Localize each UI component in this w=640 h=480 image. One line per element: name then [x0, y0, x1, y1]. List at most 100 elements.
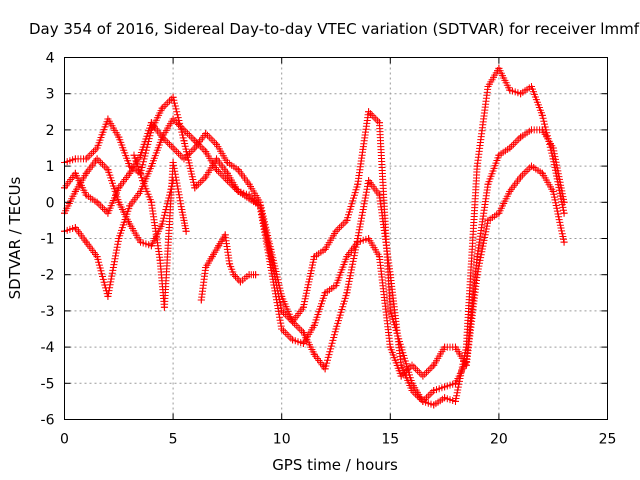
- data-point: [191, 144, 199, 152]
- data-point: [71, 155, 79, 163]
- data-point: [365, 177, 373, 185]
- data-point: [441, 383, 449, 391]
- data-point: [104, 166, 112, 174]
- y-tick-label: -2: [41, 268, 55, 284]
- data-point: [169, 144, 177, 152]
- data-point: [495, 209, 503, 217]
- data-point: [354, 180, 362, 188]
- data-point: [137, 238, 145, 246]
- data-markers: [61, 64, 568, 409]
- data-point: [517, 133, 525, 141]
- data-point: [82, 155, 90, 163]
- data-point: [169, 93, 177, 101]
- data-point: [506, 86, 514, 94]
- data-point: [267, 263, 275, 271]
- data-point: [137, 187, 145, 195]
- data-point: [245, 180, 253, 188]
- series-track-3: [61, 115, 568, 380]
- data-point: [419, 372, 427, 380]
- y-tick-label: 1: [46, 159, 55, 175]
- data-point: [158, 104, 166, 112]
- data-point: [158, 220, 166, 228]
- data-point: [197, 296, 205, 304]
- data-point: [202, 148, 210, 156]
- data-point: [137, 151, 145, 159]
- y-tick-label: -1: [41, 232, 55, 248]
- data-point: [451, 343, 459, 351]
- data-point: [226, 260, 234, 268]
- data-point: [147, 162, 155, 170]
- data-point: [252, 271, 260, 279]
- data-point: [191, 137, 199, 145]
- data-point: [332, 282, 340, 290]
- data-point: [332, 325, 340, 333]
- data-point: [178, 206, 186, 214]
- data-point: [310, 253, 318, 261]
- data-point: [71, 224, 79, 232]
- data-point: [495, 151, 503, 159]
- data-point: [484, 82, 492, 90]
- data-point: [560, 198, 568, 206]
- data-point: [549, 187, 557, 195]
- data-point: [213, 140, 221, 148]
- data-point: [365, 235, 373, 242]
- data-point: [560, 209, 568, 217]
- x-tick-label: 0: [60, 432, 69, 448]
- data-point: [495, 64, 503, 72]
- data-point: [147, 119, 155, 127]
- data-point: [115, 235, 123, 242]
- data-point: [538, 126, 546, 134]
- data-point: [462, 361, 470, 369]
- data-point: [169, 158, 177, 166]
- data-point: [354, 238, 362, 246]
- data-point: [180, 126, 188, 134]
- data-point: [93, 253, 101, 261]
- data-point: [441, 394, 449, 402]
- data-point: [527, 82, 535, 90]
- data-point: [408, 387, 416, 395]
- data-point: [104, 209, 112, 217]
- data-point: [182, 227, 190, 235]
- x-tick-label: 5: [169, 432, 178, 448]
- data-point: [223, 177, 231, 185]
- grid: [64, 57, 608, 420]
- data-point: [289, 318, 297, 326]
- data-point: [321, 245, 329, 253]
- data-point: [538, 111, 546, 119]
- data-point: [115, 184, 123, 192]
- data-point: [126, 202, 134, 210]
- data-point: [473, 162, 481, 170]
- data-point: [139, 177, 147, 185]
- data-point: [115, 198, 123, 206]
- data-point: [71, 187, 79, 195]
- data-point: [386, 307, 394, 315]
- data-point: [386, 271, 394, 279]
- data-point: [343, 216, 351, 224]
- x-axis-tick-labels: 0 5 10 15 20 25: [60, 432, 616, 448]
- y-tick-label: 3: [46, 87, 55, 103]
- data-point: [126, 169, 134, 177]
- series-track-2: [61, 119, 568, 405]
- data-point: [147, 198, 155, 206]
- data-point: [245, 271, 253, 279]
- data-point: [104, 292, 112, 300]
- y-tick-label: 4: [46, 51, 55, 67]
- data-point: [506, 144, 514, 152]
- data-point: [549, 144, 557, 152]
- data-point: [441, 343, 449, 351]
- data-point: [375, 191, 383, 199]
- data-point: [115, 133, 123, 141]
- y-tick-label: -5: [41, 376, 55, 392]
- data-point: [430, 401, 438, 409]
- data-point: [245, 191, 253, 199]
- data-point: [213, 166, 221, 174]
- series-track-6: [197, 231, 260, 304]
- data-point: [321, 365, 329, 373]
- data-point: [397, 372, 405, 380]
- data-point: [191, 184, 199, 192]
- data-point: [126, 220, 134, 228]
- data-point: [332, 227, 340, 235]
- data-point: [82, 238, 90, 246]
- data-point: [310, 350, 318, 358]
